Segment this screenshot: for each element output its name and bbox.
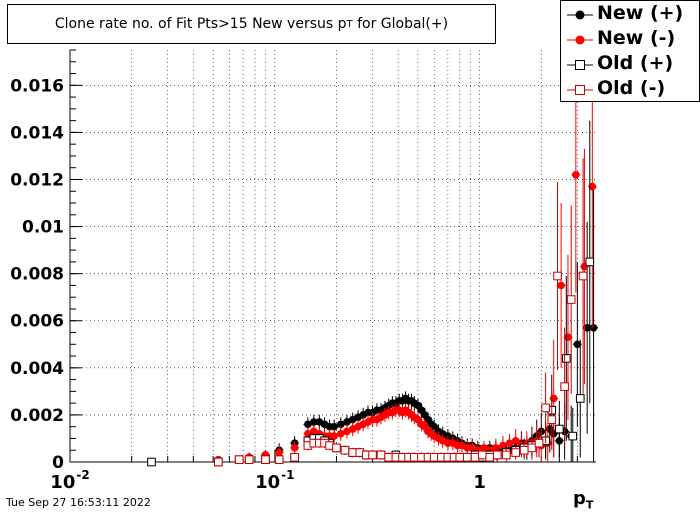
data-point xyxy=(566,295,576,304)
data-point xyxy=(410,452,419,462)
legend-marker-new-minus xyxy=(567,35,593,45)
data-point xyxy=(462,452,472,462)
data-point xyxy=(557,281,565,290)
data-point xyxy=(583,324,591,332)
data-point xyxy=(330,422,339,431)
data-point xyxy=(572,170,580,179)
data-point xyxy=(348,448,357,457)
legend-item-old-plus: Old (+) xyxy=(561,51,700,76)
data-point xyxy=(588,182,597,191)
data-point xyxy=(527,443,537,453)
chart-title-main: Clone rate no. of Fit Pts>15 New versus … xyxy=(54,16,347,32)
data-point xyxy=(376,450,386,460)
data-point xyxy=(275,448,283,457)
data-point xyxy=(477,450,487,460)
x-axis-label: pT xyxy=(573,488,593,512)
legend-marker-new-plus xyxy=(567,10,593,20)
series-old- xyxy=(213,158,588,467)
data-point xyxy=(261,455,270,464)
chart-title-tail: for Global(+) xyxy=(352,16,449,32)
data-point xyxy=(499,441,507,450)
data-point xyxy=(340,445,350,455)
data-point xyxy=(578,271,588,281)
data-point xyxy=(562,354,571,363)
data-point xyxy=(511,448,520,457)
legend-label-new-plus: New (+) xyxy=(597,2,684,24)
axis-ticks: 0 0.002 0.004 0.006 0.008 0.01 0.012 0.014 0.016… xyxy=(10,49,578,493)
y-tick-label: 0.004 xyxy=(10,359,64,379)
y-tick-label: 0.01 xyxy=(22,218,64,238)
chart-title-sub: T xyxy=(346,18,353,30)
data-point xyxy=(214,457,223,467)
data-point xyxy=(290,452,299,462)
data-point xyxy=(573,340,582,349)
legend-item-new-plus: New (+) xyxy=(561,1,700,26)
y-tick-label: 0 xyxy=(52,453,64,473)
data-point xyxy=(330,432,339,440)
data-point xyxy=(290,444,299,452)
data-point xyxy=(332,443,341,453)
data-point xyxy=(534,438,544,448)
data-point xyxy=(492,444,500,452)
y-tick-label: 0.016 xyxy=(10,76,64,96)
axes xyxy=(69,50,596,463)
data-point xyxy=(429,452,439,462)
data-point xyxy=(274,455,284,464)
data-point xyxy=(541,403,550,413)
data-point xyxy=(455,452,465,462)
data-point xyxy=(549,394,558,403)
data-point xyxy=(470,452,480,462)
data-point xyxy=(519,445,529,455)
x-axis-label-sub: T xyxy=(585,498,594,512)
x-axis-label-main: p xyxy=(573,488,586,509)
data-point xyxy=(589,324,598,332)
data-point xyxy=(560,382,569,391)
grid-lines xyxy=(69,50,596,462)
x-tick-label: 10-2 xyxy=(50,468,89,493)
y-tick-label: 0.002 xyxy=(10,406,64,426)
legend-marker-old-minus xyxy=(567,85,593,95)
data-point xyxy=(555,424,564,434)
x-tick-label: 10-1 xyxy=(255,468,294,493)
y-tick-label: 0.012 xyxy=(10,170,64,190)
data-point xyxy=(585,257,595,267)
legend-item-old-minus: Old (-) xyxy=(561,76,700,101)
legend-item-new-minus: New (-) xyxy=(561,26,700,51)
data-point xyxy=(547,415,557,424)
y-tick-label: 0.014 xyxy=(10,123,64,143)
data-point xyxy=(384,452,394,462)
data-point xyxy=(564,333,572,342)
data-point xyxy=(511,437,520,445)
data-point xyxy=(568,431,578,441)
x-tick-label: 1 xyxy=(473,472,486,493)
data-series xyxy=(147,50,599,467)
legend-label-old-minus: Old (-) xyxy=(597,77,666,99)
data-point xyxy=(244,455,254,464)
legend-marker-old-plus xyxy=(567,60,593,70)
y-tick-label: 0.006 xyxy=(10,312,64,332)
data-point xyxy=(502,450,511,460)
data-point xyxy=(309,418,318,426)
data-point xyxy=(575,394,585,403)
legend: New (+) New (-) Old (+) Old (-) xyxy=(560,0,700,102)
y-tick-label: 0.008 xyxy=(10,265,64,285)
data-point xyxy=(147,457,156,467)
footer-timestamp: Tue Sep 27 16:53:11 2022 xyxy=(6,496,151,509)
data-point xyxy=(234,455,244,464)
data-point xyxy=(493,450,502,460)
data-point xyxy=(553,271,562,281)
chart-title: Clone rate no. of Fit Pts>15 New versus … xyxy=(7,4,496,44)
legend-label-old-plus: Old (+) xyxy=(597,52,674,74)
data-point xyxy=(485,452,495,462)
data-point xyxy=(368,450,377,460)
legend-label-new-minus: New (-) xyxy=(597,27,676,49)
